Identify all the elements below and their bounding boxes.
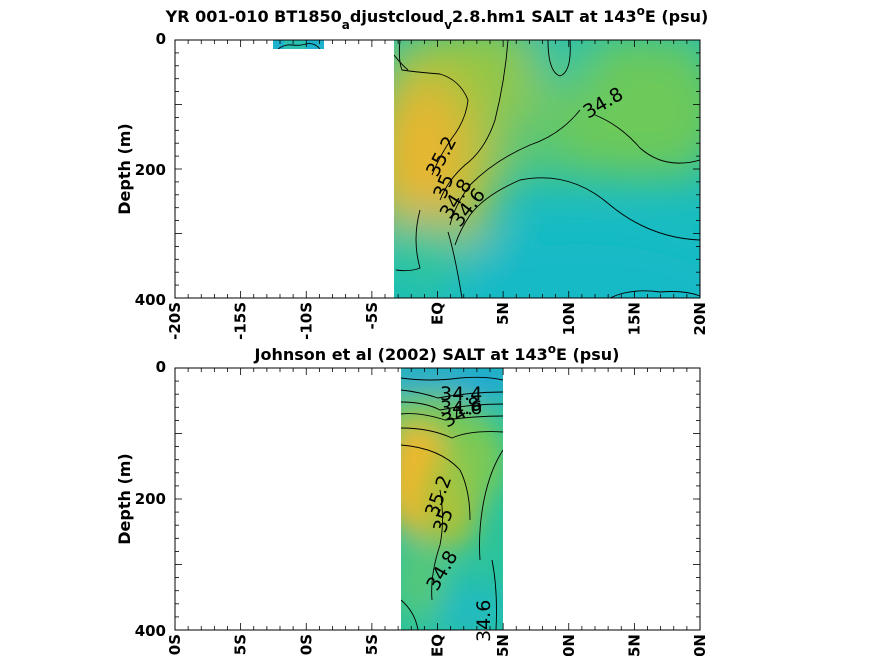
bottom-x-ticks [174, 368, 701, 630]
bottom-y-tick-label: 400 [135, 622, 166, 640]
bottom-contour-label: 34.6 [473, 600, 495, 642]
bottom-x-tick-label: EQ [429, 634, 447, 656]
top-y-tick-label: 200 [135, 161, 166, 179]
top-x-tick-label: -20S [166, 302, 184, 340]
top-x-tick-labels: -20S -15S -10S -5S EQ 5N 10N 15N 20N [166, 302, 709, 340]
bottom-panel: Johnson et al (2002) SALT at 143oE (psu) [115, 342, 709, 656]
bottom-x-tick-label: -20S [166, 634, 184, 656]
bottom-x-tick-label: -15S [232, 634, 250, 656]
top-panel: YR 001-010 BT1850adjustcloudv2.8.hm1 SAL… [115, 4, 709, 340]
bottom-contour-label: 34.4 [440, 383, 482, 405]
top-salinity-field [394, 40, 700, 298]
bottom-x-tick-label: -10S [297, 634, 315, 656]
top-x-tick-label: EQ [429, 302, 447, 325]
top-x-tick-label: 5N [494, 302, 512, 325]
top-x-tick-label: 20N [691, 302, 709, 335]
top-x-tick-label: -10S [297, 302, 315, 340]
top-y-ticks [175, 39, 700, 299]
bottom-y-tick-label: 0 [156, 358, 166, 376]
bottom-salinity-field [401, 368, 503, 630]
top-x-tick-label: -5S [363, 302, 381, 329]
bottom-x-tick-label: 15N [625, 634, 643, 656]
top-y-axis-label: Depth (m) [115, 123, 134, 215]
bottom-x-tick-label: 5N [494, 634, 512, 656]
bottom-x-tick-label: 10N [560, 634, 578, 656]
bottom-contour-label: 34.6 [440, 397, 482, 419]
bottom-y-tick-label: 200 [135, 490, 166, 508]
bottom-y-ticks [175, 367, 700, 631]
top-x-tick-label: 10N [560, 302, 578, 335]
top-chart-title: YR 001-010 BT1850adjustcloudv2.8.hm1 SAL… [165, 4, 709, 32]
bottom-x-tick-labels: -20S -15S -10S -5S EQ 5N 10N 15N 20N [166, 634, 709, 656]
bottom-x-tick-label: -5S [363, 634, 381, 656]
bottom-x-tick-label: 20N [691, 634, 709, 656]
bottom-chart-title: Johnson et al (2002) SALT at 143oE (psu) [254, 342, 620, 364]
top-x-tick-label: 15N [625, 302, 643, 335]
top-y-tick-label: 400 [135, 291, 166, 309]
top-small-data-patch [273, 40, 324, 49]
bottom-y-axis-label: Depth (m) [115, 453, 134, 545]
top-x-tick-label: -15S [232, 302, 250, 340]
top-x-ticks [174, 40, 701, 298]
top-y-tick-label: 0 [156, 30, 166, 48]
